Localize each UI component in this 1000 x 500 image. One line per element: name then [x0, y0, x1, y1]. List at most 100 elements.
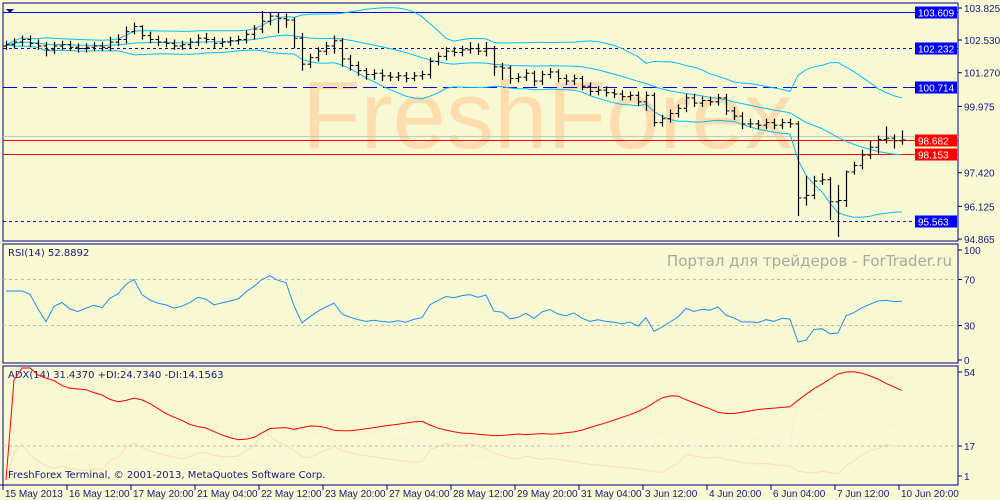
ohlc-bar[interactable] [347, 55, 354, 71]
ohlc-bar[interactable] [227, 36, 234, 46]
ohlc-bar[interactable] [147, 31, 154, 44]
ohlc-bar[interactable] [19, 35, 26, 46]
ohlc-bar[interactable] [547, 68, 554, 79]
ohlc-bar[interactable] [731, 107, 738, 120]
ohlc-bar[interactable] [43, 42, 50, 57]
ohlc-bar[interactable] [3, 40, 10, 50]
ohlc-bar[interactable] [659, 114, 666, 127]
ohlc-bar[interactable] [307, 53, 314, 69]
ohlc-bar[interactable] [475, 43, 482, 56]
ohlc-bar[interactable] [883, 126, 890, 144]
ohlc-bar[interactable] [339, 38, 346, 67]
ohlc-bar[interactable] [67, 40, 74, 52]
ohlc-bar[interactable] [779, 118, 786, 130]
main-pane[interactable] [2, 2, 959, 242]
ohlc-bar[interactable] [395, 71, 402, 82]
adx-pane[interactable] [2, 365, 959, 486]
ohlc-bar[interactable] [243, 30, 250, 44]
shift-marker-icon[interactable] [6, 9, 14, 13]
ohlc-bar[interactable] [739, 112, 746, 130]
ohlc-bar[interactable] [443, 47, 450, 61]
ohlc-bar[interactable] [427, 57, 434, 79]
ohlc-bar[interactable] [107, 36, 114, 52]
ohlc-bar[interactable] [299, 32, 306, 71]
ohlc-bar[interactable] [419, 70, 426, 80]
ohlc-bar[interactable] [899, 130, 906, 145]
ohlc-bar[interactable] [859, 149, 866, 170]
ohlc-bar[interactable] [499, 62, 506, 80]
ohlc-bar[interactable] [331, 35, 338, 54]
ohlc-bar[interactable] [363, 68, 370, 80]
ohlc-bar[interactable] [235, 35, 242, 45]
ohlc-bar[interactable] [587, 82, 594, 96]
ohlc-bar[interactable] [251, 25, 258, 40]
ohlc-bar[interactable] [747, 118, 754, 128]
ohlc-bar[interactable] [99, 42, 106, 52]
ohlc-bar[interactable] [603, 86, 610, 97]
ohlc-bar[interactable] [371, 69, 378, 80]
ohlc-bar[interactable] [715, 94, 722, 106]
ohlc-bar[interactable] [707, 96, 714, 106]
ohlc-bar[interactable] [723, 94, 730, 115]
ohlc-bar[interactable] [35, 39, 42, 50]
ohlc-bar[interactable] [387, 71, 394, 82]
ohlc-bar[interactable] [179, 40, 186, 50]
ohlc-bar[interactable] [323, 42, 330, 56]
ohlc-bar[interactable] [539, 70, 546, 85]
ohlc-bar[interactable] [139, 25, 146, 40]
ohlc-bar[interactable] [51, 42, 58, 54]
ohlc-bar[interactable] [315, 47, 322, 62]
ohlc-bar[interactable] [123, 26, 130, 44]
ohlc-bar[interactable] [507, 65, 514, 84]
ohlc-bar[interactable] [187, 38, 194, 49]
ohlc-bar[interactable] [571, 74, 578, 85]
ohlc-bar[interactable] [91, 42, 98, 52]
ohlc-bar[interactable] [611, 88, 618, 98]
ohlc-bar[interactable] [667, 109, 674, 123]
ohlc-bar[interactable] [755, 120, 762, 130]
ohlc-bar[interactable] [595, 86, 602, 96]
ohlc-bar[interactable] [195, 34, 202, 46]
ohlc-bar[interactable] [267, 12, 274, 26]
ohlc-bar[interactable] [523, 69, 530, 82]
ohlc-bar[interactable] [835, 184, 842, 237]
ohlc-bar[interactable] [699, 96, 706, 108]
ohlc-bar[interactable] [691, 94, 698, 108]
ohlc-bar[interactable] [203, 32, 210, 44]
ohlc-bar[interactable] [827, 177, 834, 220]
ohlc-bar[interactable] [283, 13, 290, 28]
ohlc-bar[interactable] [515, 73, 522, 83]
ohlc-bar[interactable] [579, 75, 586, 91]
ohlc-bar[interactable] [27, 35, 34, 48]
ohlc-bar[interactable] [875, 135, 882, 154]
ohlc-bar[interactable] [843, 170, 850, 208]
ohlc-bar[interactable] [851, 161, 858, 175]
ohlc-bar[interactable] [795, 121, 802, 217]
ohlc-bar[interactable] [867, 140, 874, 159]
ohlc-bar[interactable] [451, 47, 458, 57]
ohlc-bar[interactable] [459, 45, 466, 57]
ohlc-bar[interactable] [75, 43, 82, 53]
ohlc-bar[interactable] [771, 118, 778, 130]
ohlc-bar[interactable] [411, 71, 418, 82]
ohlc-bar[interactable] [59, 40, 66, 50]
ohlc-bar[interactable] [275, 12, 282, 33]
ohlc-bar[interactable] [531, 70, 538, 87]
ohlc-bar[interactable] [491, 45, 498, 76]
ohlc-bar[interactable] [675, 104, 682, 118]
ohlc-bar[interactable] [891, 134, 898, 149]
ohlc-bar[interactable] [483, 42, 490, 57]
ohlc-bar[interactable] [467, 42, 474, 54]
ohlc-bar[interactable] [651, 92, 658, 127]
ohlc-bar[interactable] [811, 175, 818, 200]
ohlc-bar[interactable] [131, 22, 138, 35]
ohlc-bar[interactable] [635, 91, 642, 106]
ohlc-bar[interactable] [555, 69, 562, 83]
ohlc-bar[interactable] [291, 17, 298, 49]
ohlc-bar[interactable] [163, 38, 170, 48]
ohlc-bar[interactable] [211, 36, 218, 49]
ohlc-bar[interactable] [83, 43, 90, 53]
ohlc-bar[interactable] [403, 71, 410, 83]
ohlc-bar[interactable] [115, 34, 122, 46]
ohlc-bar[interactable] [379, 69, 386, 82]
